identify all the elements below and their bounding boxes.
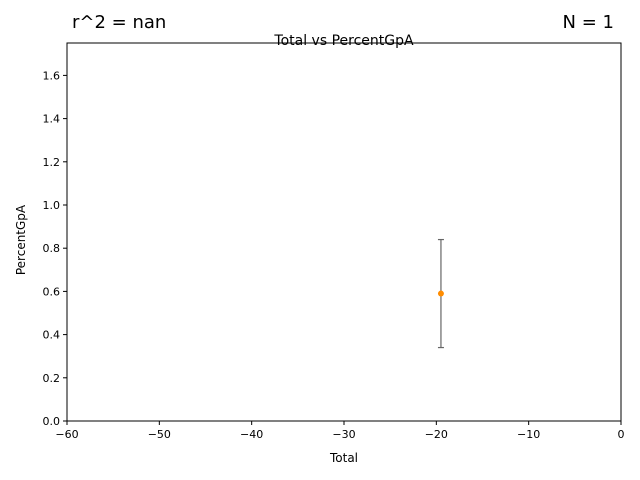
y-tick-label: 0.4 — [43, 329, 61, 342]
data-point — [437, 290, 444, 297]
y-tick-label: 1.6 — [43, 69, 61, 82]
x-tick-label: −40 — [240, 428, 263, 441]
r-squared-annotation: r^2 = nan — [72, 12, 167, 33]
y-tick-label: 0.0 — [43, 415, 61, 428]
x-axis-label: Total — [329, 451, 358, 465]
x-axis: −60 −50 −40 −30 −20 −10 0 — [55, 421, 625, 441]
y-tick-label: 1.4 — [43, 113, 61, 126]
x-tick-label: −10 — [517, 428, 540, 441]
chart-title: Total vs PercentGpA — [273, 33, 414, 49]
x-tick-label: −60 — [55, 428, 78, 441]
x-tick-label: −20 — [425, 428, 448, 441]
plot-frame — [66, 42, 622, 422]
data-marks — [437, 238, 444, 349]
y-axis-label: PercentGpA — [14, 204, 28, 275]
y-tick-label: 1.2 — [43, 156, 61, 169]
x-tick-label: 0 — [618, 428, 625, 441]
sample-count-annotation: N = 1 — [562, 12, 614, 33]
x-tick-label: −30 — [332, 428, 355, 441]
x-tick-label: −50 — [148, 428, 171, 441]
y-tick-label: 1.0 — [43, 199, 61, 212]
y-tick-label: 0.2 — [43, 372, 61, 385]
y-tick-label: 0.6 — [43, 285, 61, 298]
y-axis: 0.0 0.2 0.4 0.6 0.8 1.0 1.2 1.4 1.6 — [43, 69, 67, 428]
y-tick-label: 0.8 — [43, 242, 61, 255]
